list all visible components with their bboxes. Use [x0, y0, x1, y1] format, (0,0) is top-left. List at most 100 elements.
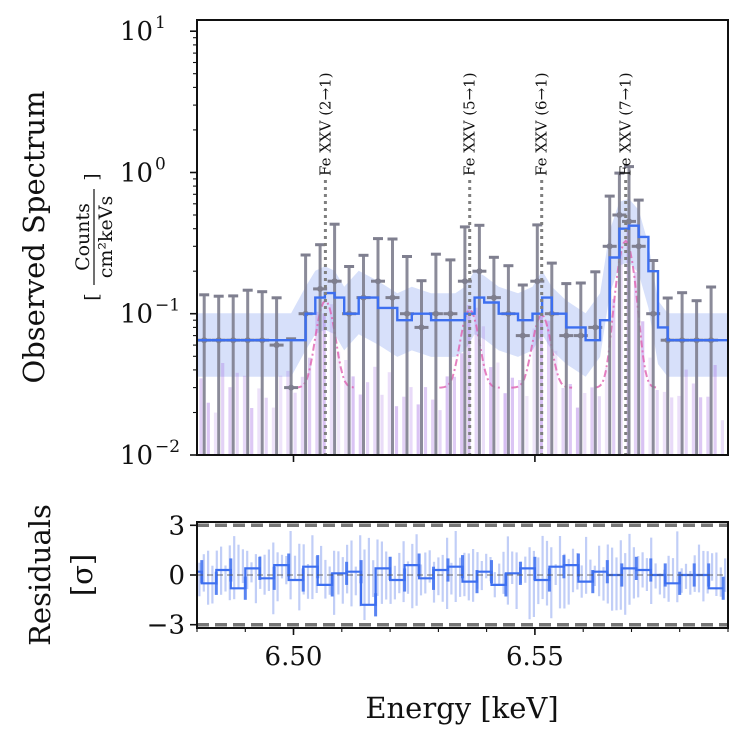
component-bar	[706, 396, 710, 455]
model-step-line	[197, 224, 728, 342]
component-bar	[481, 326, 485, 455]
units-denominator: cm²keVs	[95, 196, 117, 279]
data-point	[626, 218, 632, 225]
component-bar	[213, 412, 218, 455]
spectrum-y-axis-title: Observed Spectrum	[17, 90, 51, 383]
data-point	[534, 278, 541, 285]
component-bar	[467, 305, 471, 455]
component-profile-line	[595, 239, 657, 389]
component-bar	[416, 404, 420, 455]
residuals-plot-content	[197, 523, 728, 627]
component-bar	[358, 394, 362, 455]
spectrum-x-ticks	[292, 455, 536, 462]
data-point	[635, 243, 642, 250]
component-bar	[518, 380, 522, 455]
data-point	[616, 212, 623, 218]
component-bar	[474, 307, 478, 455]
component-bar	[445, 376, 449, 455]
data-point	[418, 324, 425, 331]
component-bar	[641, 321, 645, 455]
component-bar	[633, 271, 638, 455]
component-bar	[699, 397, 703, 455]
component-bar	[300, 376, 304, 455]
units-open-bracket: [	[81, 293, 103, 300]
data-point	[288, 384, 295, 391]
data-point	[447, 310, 454, 317]
component-bar	[525, 396, 529, 455]
data-point	[461, 278, 468, 285]
data-point	[375, 278, 381, 285]
component-bar	[431, 399, 435, 455]
residuals-x-ticks: 6.50 6.55	[196, 628, 729, 672]
component-bar	[264, 397, 268, 455]
component-bar	[380, 394, 384, 455]
component-bar	[402, 396, 406, 455]
line-marker-label: Fe XXV (2→1)	[316, 72, 334, 176]
spectrum-panel: Fe XXV (2→1) Fe XXV (5→1) Fe XXV (6→1) Fe X…	[17, 13, 729, 471]
component-bar	[604, 367, 609, 455]
component-bar	[235, 372, 239, 455]
data-point	[404, 310, 410, 317]
data-point	[490, 294, 497, 301]
component-bar	[423, 387, 428, 455]
component-bar	[677, 395, 681, 455]
x-axis-title: Energy [keV]	[365, 691, 558, 725]
data-point	[592, 324, 599, 331]
line-markers: Fe XXV (2→1) Fe XXV (5→1) Fe XXV (6→1) Fe X…	[316, 72, 635, 455]
units-numerator: Counts	[72, 203, 94, 271]
component-bar	[684, 369, 688, 455]
spectrum-y-axis-units: [ Counts cm²keVs ]	[72, 173, 117, 300]
component-bar	[221, 363, 225, 455]
component-bar	[199, 378, 203, 455]
component-bar	[532, 328, 536, 455]
residual-step-line	[197, 564, 724, 606]
units-close-bracket: ]	[81, 173, 103, 180]
spectrum-frame	[196, 19, 729, 456]
component-bar	[583, 393, 587, 455]
component-bar	[561, 388, 565, 455]
component-profile-line	[294, 299, 356, 389]
line-marker-label: Fe XXV (7→1)	[617, 72, 635, 176]
component-bar	[662, 391, 666, 455]
component-bar	[394, 406, 399, 455]
component-bar	[329, 304, 333, 455]
component-bar	[387, 372, 391, 455]
component-bar	[619, 250, 623, 455]
residuals-y-ticks: 3 0 −3	[147, 511, 197, 641]
data-point	[650, 310, 657, 317]
component-bar	[344, 360, 348, 455]
component-bar	[286, 370, 290, 455]
data-point	[577, 332, 584, 339]
component-bar	[510, 377, 514, 455]
y-tick-exponent: 0	[155, 155, 166, 175]
component-bar	[293, 392, 297, 455]
component-bar	[590, 387, 594, 455]
residuals-panel: 3 0 −3 6.50 6.55 Residuals [σ] Energy [keV]	[23, 504, 729, 725]
y-tick-label: 10	[120, 159, 153, 189]
component-bar	[373, 366, 377, 455]
component-bar	[206, 402, 210, 455]
y-tick-exponent: 1	[155, 13, 166, 33]
residual-y-tick-label: 3	[168, 511, 185, 541]
y-tick-exponent: −2	[155, 437, 180, 457]
residuals-y-axis-title: Residuals	[23, 504, 57, 646]
y-tick-label: 10	[120, 300, 153, 330]
data-point	[331, 278, 338, 285]
component-bar	[452, 376, 456, 455]
data-point	[563, 332, 570, 339]
component-bar	[315, 311, 319, 455]
component-bar	[366, 382, 370, 455]
line-marker-label: Fe XXV (6→1)	[533, 72, 551, 176]
component-bar	[308, 357, 312, 455]
data-point	[317, 285, 324, 292]
component-bar	[575, 407, 580, 455]
component-bar	[279, 375, 283, 455]
data-point	[519, 332, 526, 339]
data-point	[389, 294, 396, 301]
component-bar	[460, 353, 464, 455]
y-tick-label: 10	[120, 441, 153, 471]
x-tick-label: 6.55	[506, 642, 564, 672]
component-bar	[351, 376, 355, 455]
component-bar	[547, 320, 551, 455]
